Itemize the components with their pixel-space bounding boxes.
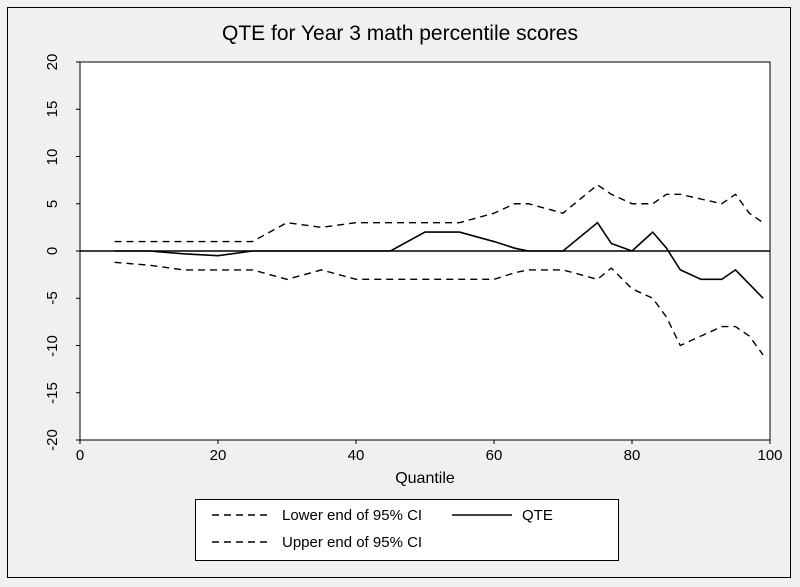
chart-frame: QTE for Year 3 math percentile scores -2…: [0, 0, 800, 587]
legend-label-lower: Lower end of 95% CI: [282, 508, 422, 523]
legend-lines: [0, 0, 800, 587]
legend-label-qte: QTE: [522, 508, 553, 523]
legend-label-upper: Upper end of 95% CI: [282, 535, 422, 550]
